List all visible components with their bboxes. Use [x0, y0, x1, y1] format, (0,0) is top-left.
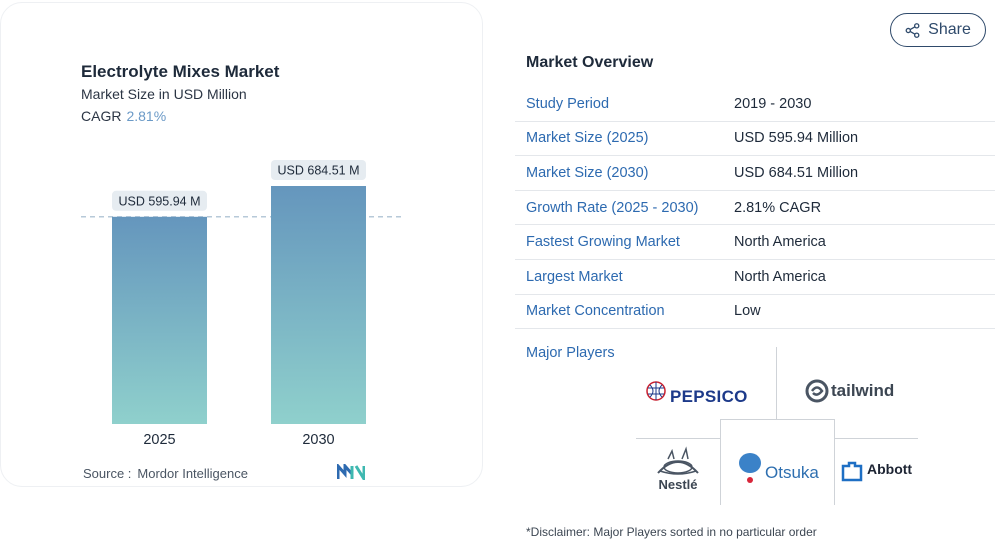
- market-chart-card: Electrolyte Mixes Market Market Size in …: [0, 2, 483, 487]
- data-label-bg: [271, 160, 366, 180]
- abbott-logo: Abbott: [840, 461, 912, 483]
- overview-value: North America: [734, 234, 826, 251]
- overview-row: Market Size (2030) USD 684.51 Million: [515, 156, 995, 191]
- data-label: USD 595.94 M: [119, 194, 201, 208]
- cagr-value: 2.81%: [126, 108, 167, 124]
- nestle-name: Nestlé: [658, 477, 698, 492]
- abbott-mark-icon: [841, 461, 863, 482]
- grid-divider: [636, 438, 720, 439]
- pepsico-name: PEPSICO: [670, 387, 748, 406]
- tailwind-swirl-icon: [805, 379, 829, 403]
- grid-divider: [834, 419, 835, 505]
- grid-divider: [834, 438, 918, 439]
- overview-key: Fastest Growing Market: [526, 234, 680, 251]
- disclaimer: *Disclaimer: Major Players sorted in no …: [526, 525, 817, 539]
- grid-divider: [720, 419, 721, 505]
- data-label: USD 684.51 M: [278, 164, 360, 178]
- otsuka-drop-icon: [739, 453, 761, 483]
- abbott-name: Abbott: [867, 461, 913, 477]
- overview-row: Study Period 2019 - 2030: [515, 87, 995, 122]
- chart-subtitle: Market Size in USD Million: [81, 86, 247, 102]
- grid-divider: [776, 347, 777, 419]
- overview-row: Largest Market North America: [515, 260, 995, 295]
- category-label: 2030: [302, 432, 334, 448]
- overview-title: Market Overview: [526, 54, 654, 71]
- bar-2025: [112, 216, 207, 424]
- cagr-label: CAGR: [81, 108, 122, 124]
- overview-table: Study Period 2019 - 2030 Market Size (20…: [515, 87, 995, 330]
- mordor-logo-icon: [337, 464, 365, 480]
- overview-value: 2019 - 2030: [734, 95, 812, 112]
- source-value: Mordor Intelligence: [137, 466, 248, 481]
- overview-row: Growth Rate (2025 - 2030) 2.81% CAGR: [515, 191, 995, 226]
- otsuka-name: Otsuka: [765, 463, 819, 482]
- category-label: 2025: [143, 432, 175, 448]
- chart-title: Electrolyte Mixes Market: [81, 62, 280, 81]
- tailwind-logo: tailwind: [804, 378, 894, 404]
- source-label: Source :: [83, 466, 132, 481]
- overview-value: North America: [734, 268, 826, 285]
- pepsico-logo: PEPSICO: [646, 375, 748, 407]
- chart-cagr: CAGR 2.81%: [81, 108, 166, 124]
- chart-source: Source : Mordor Intelligence: [83, 466, 248, 481]
- overview-key: Market Size (2030): [526, 164, 649, 181]
- share-icon: [905, 22, 920, 38]
- otsuka-logo: Otsuka: [737, 451, 819, 485]
- overview-row: Market Concentration Low: [515, 295, 995, 330]
- overview-key: Growth Rate (2025 - 2030): [526, 199, 699, 216]
- overview-value: USD 595.94 Million: [734, 130, 859, 147]
- data-label-bg: [112, 190, 207, 211]
- overview-key: Study Period: [526, 95, 610, 112]
- pepsico-globe-icon: [646, 381, 666, 401]
- overview-key: Market Size (2025): [526, 130, 649, 147]
- tailwind-name: tailwind: [831, 381, 895, 400]
- bar-chart: USD 595.94 M 2025 USD 684.51 M 2030: [81, 160, 401, 448]
- overview-row: Market Size (2025) USD 595.94 Million: [515, 122, 995, 157]
- share-button[interactable]: Share: [890, 13, 986, 47]
- overview-key: Largest Market: [526, 268, 623, 285]
- overview-row: Fastest Growing Market North America: [515, 225, 995, 260]
- major-players-label: Major Players: [526, 345, 615, 361]
- major-players-grid: PEPSICO tailwind Nestlé Otsuka Abbott: [636, 347, 921, 505]
- share-label: Share: [928, 21, 971, 38]
- overview-value: 2.81% CAGR: [734, 199, 822, 216]
- bar-2030: [271, 186, 366, 424]
- overview-value: USD 684.51 Million: [734, 164, 859, 181]
- grid-divider: [720, 419, 834, 420]
- overview-value: Low: [734, 303, 761, 320]
- nestle-logo: Nestlé: [654, 445, 702, 492]
- overview-key: Market Concentration: [526, 303, 665, 320]
- nestle-nest-icon: [657, 446, 699, 475]
